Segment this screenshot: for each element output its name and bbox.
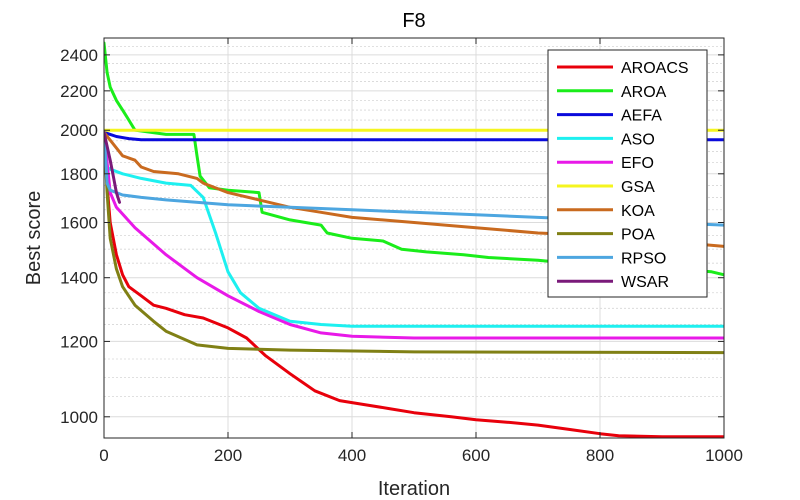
y-tick-label: 1800 xyxy=(60,165,98,184)
series-line-aefa xyxy=(104,130,724,142)
y-tick-label: 2000 xyxy=(60,121,98,140)
legend-label-aroacs: AROACS xyxy=(621,60,689,77)
series-line-aroa xyxy=(104,41,724,277)
series-line-efo xyxy=(104,130,724,340)
y-tick-label: 2400 xyxy=(60,46,98,65)
chart-title: F8 xyxy=(402,10,425,32)
legend-label-wsar: WSAR xyxy=(621,274,669,291)
tick-layer: 1000 1200 1400 1600 1800 2000 2200 2400 0 200 400 6… xyxy=(60,38,743,465)
legend-label-efo: EFO xyxy=(621,155,654,172)
series-line-poa xyxy=(104,130,724,355)
series-line-aroacs xyxy=(104,130,724,438)
y-tick-label: 1000 xyxy=(60,408,98,427)
legend-label-aroa: AROA xyxy=(621,84,667,101)
series-layer xyxy=(104,41,724,438)
series-line-wsar xyxy=(104,130,121,204)
series-line-aso xyxy=(104,163,724,328)
legend-label-gsa: GSA xyxy=(621,179,655,196)
y-tick-label: 1200 xyxy=(60,332,98,351)
x-tick-label: 800 xyxy=(586,446,614,465)
x-tick-label: 0 xyxy=(99,446,108,465)
y-tick-label: 1400 xyxy=(60,269,98,288)
y-tick-label: 2200 xyxy=(60,82,98,101)
x-tick-label: 200 xyxy=(214,446,242,465)
legend-label-poa: POA xyxy=(621,227,655,244)
x-tick-label: 1000 xyxy=(705,446,743,465)
legend-label-aefa: AEFA xyxy=(621,108,662,125)
legend: AROACS AROA AEFA ASO EFO GSA KOA POA RPSO WSAR xyxy=(547,49,708,298)
legend-label-rpso: RPSO xyxy=(621,250,666,267)
series-line-koa xyxy=(104,130,724,248)
legend-label-koa: KOA xyxy=(621,203,655,220)
x-axis-label: Iteration xyxy=(378,478,450,500)
x-tick-label: 600 xyxy=(462,446,490,465)
y-axis-label: Best score xyxy=(23,191,45,285)
legend-label-aso: ASO xyxy=(621,131,655,148)
plot-frame xyxy=(103,37,725,439)
x-tick-label: 400 xyxy=(338,446,366,465)
y-tick-label: 1600 xyxy=(60,213,98,232)
